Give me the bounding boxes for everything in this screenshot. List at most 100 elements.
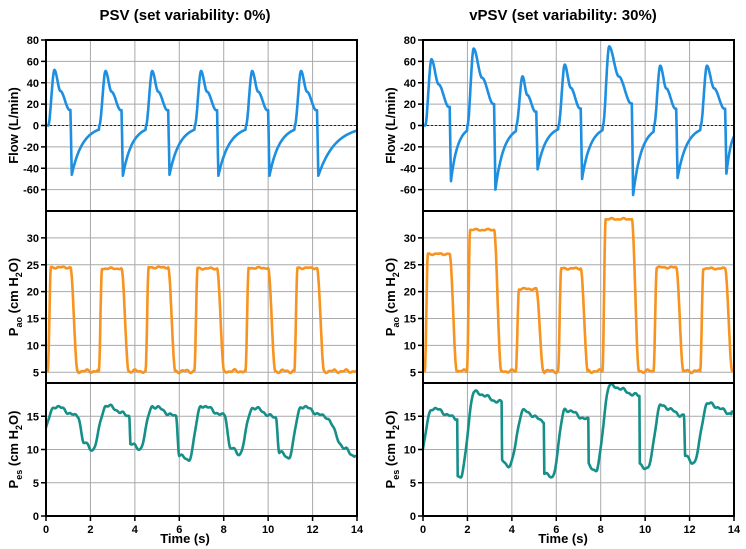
trace-flow [45,68,358,177]
x-tick-label: 14 [728,524,741,536]
y-tick-label: 60 [27,56,39,68]
panel-frame [45,210,358,384]
y-tick-label: 10 [27,340,39,352]
y-tick-label: 0 [410,511,416,523]
y-tick-label: 25 [404,260,416,272]
x-tick-label: 8 [598,524,604,536]
y-tick-label: 15 [404,411,416,423]
y-axis-label-part: (cm H [383,277,398,317]
x-tick-label: 4 [132,524,139,536]
y-axis-label-part: P [6,479,21,488]
y-tick-label: 15 [404,314,416,326]
x-tick-label: 6 [553,524,559,536]
y-tick-label: 80 [404,35,416,47]
y-tick-label: 20 [27,99,39,111]
x-tick-label: 10 [262,524,274,536]
y-tick-label: -40 [23,163,39,175]
y-axis-label-part: 2 [391,272,401,277]
y-axis-label-part: 2 [14,425,24,430]
x-tick-label: 12 [683,524,695,536]
x-tick-label: 10 [639,524,651,536]
y-tick-label: 20 [404,287,416,299]
y-axis-label: Pes (cm H2O) [6,411,24,489]
x-tick-label: 0 [43,524,49,536]
y-tick-label: 0 [33,511,39,523]
y-axis-label: Flow (L/min) [6,87,21,164]
panel-pes-1: 0 5 10 15 Pes (cm H2O) [383,382,735,523]
x-tick-label: 12 [306,524,318,536]
left-column-title: PSV (set variability: 0%) [100,7,271,24]
y-axis-label-part: ao [391,317,401,328]
y-axis-label: Flow (L/min) [383,87,398,164]
y-axis-label-part: (cm H [6,277,21,317]
y-axis-label-part: P [383,327,398,336]
panel-flow-1: -60 -40 -20 0 20 40 60 80 Flow (L/min) [383,35,736,212]
y-tick-label: 60 [404,56,416,68]
y-tick-label: -20 [23,142,39,154]
y-axis-label-part: P [6,327,21,336]
trace-pao [422,216,736,375]
x-tick-label: 2 [464,524,470,536]
trace-pes [421,382,735,479]
x-tick-label: 14 [351,524,364,536]
y-tick-label: 20 [404,99,416,111]
y-tick-label: 40 [27,78,39,90]
left-x-axis-label: Time (s) [160,531,210,546]
y-tick-label: -60 [400,185,416,197]
y-tick-label: 5 [410,367,416,379]
panel-frame [422,382,735,517]
trace-pao [45,265,359,375]
trace-pes [44,403,358,462]
trace-flow [422,45,736,197]
y-axis-label-part: O) [6,258,21,272]
right-x-axis-label: Time (s) [538,531,588,546]
x-tick-label: 4 [509,524,516,536]
y-tick-label: 20 [27,287,39,299]
y-tick-label: 10 [27,445,39,457]
panel-flow-0: -60 -40 -20 0 20 40 60 80 Flow (L/min) [6,35,358,212]
y-axis-label-part: es [391,470,401,480]
y-tick-label: 10 [404,445,416,457]
y-axis-label-part: ao [14,317,24,328]
y-tick-label: -20 [400,142,416,154]
panel-pao-0: 5 10 15 20 25 30 Pao (cm H2O) [6,210,359,384]
y-axis-label-part: 2 [391,425,401,430]
x-tick-label: 2 [87,524,93,536]
y-tick-label: 30 [404,233,416,245]
panel-pao-1: 5 10 15 20 25 30 Pao (cm H2O) [383,210,736,384]
y-tick-label: 0 [410,121,416,133]
y-tick-label: -40 [400,163,416,175]
y-tick-label: 30 [27,233,39,245]
y-axis-label-part: (cm H [383,430,398,470]
y-tick-label: 25 [27,260,39,272]
y-axis-label: Pao (cm H2O) [383,258,401,336]
x-tick-label: 0 [420,524,426,536]
y-tick-label: -60 [23,185,39,197]
y-tick-label: 15 [27,314,39,326]
y-tick-label: 5 [33,478,39,490]
y-axis-label: Pao (cm H2O) [6,258,24,336]
y-tick-label: 15 [27,411,39,423]
x-tick-label: 6 [176,524,182,536]
y-axis-label-part: O) [383,258,398,272]
y-axis-label-part: O) [383,411,398,425]
y-axis-label-part: O) [6,411,21,425]
x-tick-label: 8 [221,524,227,536]
panel-frame [45,382,358,517]
y-tick-label: 40 [404,78,416,90]
right-column-title: vPSV (set variability: 30%) [469,7,657,24]
y-axis-label-part: (cm H [6,430,21,470]
y-axis-label-part: P [383,479,398,488]
y-tick-label: 10 [404,340,416,352]
y-tick-label: 0 [33,121,39,133]
y-tick-label: 5 [410,478,416,490]
y-axis-label-part: es [14,470,24,480]
y-axis-label-part: 2 [14,272,24,277]
y-tick-label: 80 [27,35,39,47]
y-tick-label: 5 [33,367,39,379]
